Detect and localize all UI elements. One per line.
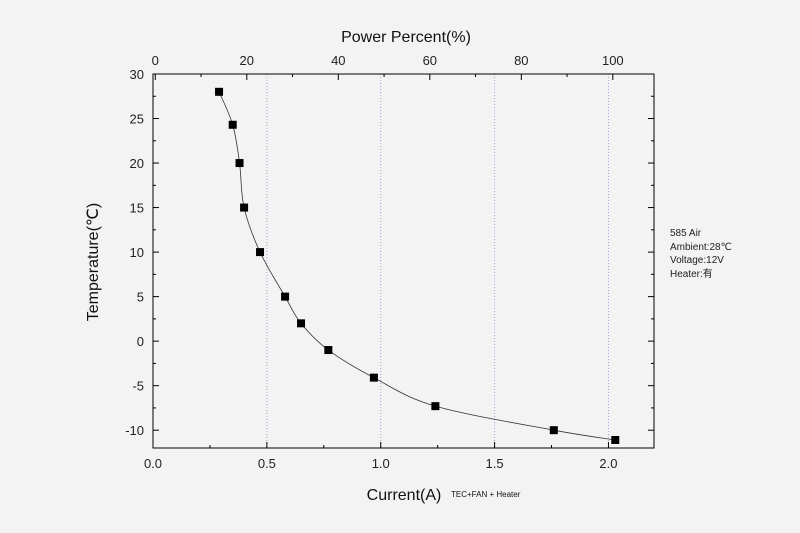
y-tick-label: 0	[137, 334, 144, 349]
x-tick-label: 0.5	[258, 456, 276, 471]
x-tick-label: 1.5	[486, 456, 504, 471]
y-tick-label: 20	[130, 156, 144, 171]
data-point	[235, 159, 244, 168]
series-line	[218, 91, 616, 441]
note-ambient: Ambient:28℃	[670, 241, 732, 253]
data-point	[256, 248, 265, 257]
top-tick-label: 0	[152, 53, 159, 68]
data-point	[215, 87, 224, 96]
note-model: 585 Air	[670, 228, 702, 239]
note-heater: Heater:有	[670, 268, 713, 280]
data-point	[431, 402, 440, 411]
y-tick-label: 5	[137, 290, 144, 305]
top-tick-label: 40	[331, 53, 345, 68]
top-tick-label: 80	[514, 53, 528, 68]
y-tick-label: 25	[130, 112, 144, 127]
y-tick-label: -5	[132, 379, 144, 394]
y-tick-label: -10	[125, 423, 144, 438]
top-tick-label: 20	[240, 53, 254, 68]
data-point	[549, 426, 558, 435]
condition-notes: 585 Air Ambient:28℃ Voltage:12V Heater:有	[670, 227, 732, 281]
plot-frame	[152, 73, 655, 449]
data-point	[228, 120, 237, 129]
y-tick-label: 10	[130, 245, 144, 260]
y-tick-label: 15	[130, 201, 144, 216]
top-axis-title: Power Percent(%)	[341, 29, 471, 46]
series-layer	[215, 87, 620, 444]
data-point	[297, 319, 306, 328]
axis-layer: 0.0 0.5 1.0 1.5 2.0 0 20 40 60 80 100 30 25 20 15 10 5 0 -…	[125, 53, 654, 471]
y-axis-title: Temperature(℃)	[85, 203, 102, 321]
data-point	[611, 435, 620, 444]
x-tick-label: 1.0	[372, 456, 390, 471]
top-tick-label: 100	[602, 53, 624, 68]
top-tick-label: 60	[423, 53, 437, 68]
y-tick-label: 30	[130, 67, 144, 82]
data-point	[281, 292, 290, 301]
grid-layer	[266, 74, 609, 448]
x-axis-title: Current(A)	[367, 487, 442, 504]
data-point	[324, 346, 333, 355]
x-axis-sublabel: TEC+FAN + Heater	[451, 490, 521, 499]
note-voltage: Voltage:12V	[670, 255, 724, 266]
x-tick-label: 2.0	[599, 456, 617, 471]
data-point	[369, 373, 378, 382]
data-point	[240, 203, 249, 212]
x-tick-label: 0.0	[144, 456, 162, 471]
